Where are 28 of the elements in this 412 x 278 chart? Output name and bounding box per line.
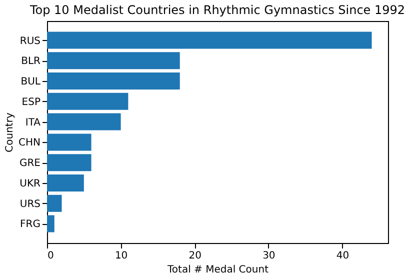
y-tick-label: ITA xyxy=(25,117,41,128)
bar xyxy=(47,32,372,49)
y-tick-label: ESP xyxy=(22,96,40,108)
y-tick-label: BLR xyxy=(21,56,41,68)
y-tick-label: RUS xyxy=(20,36,40,47)
y-axis-title: Country xyxy=(4,112,16,152)
y-tick-label: UKR xyxy=(20,178,41,190)
x-tick-label: 40 xyxy=(336,250,350,262)
bar xyxy=(47,194,62,212)
x-axis-title: Total # Medal Count xyxy=(166,264,269,276)
bar xyxy=(47,72,180,90)
bar xyxy=(47,113,121,130)
y-tick-label: FRG xyxy=(20,219,40,230)
y-tick-label: BUL xyxy=(20,76,41,88)
y-tick-label: GRE xyxy=(19,158,40,170)
bar xyxy=(47,215,54,232)
bar xyxy=(47,174,84,192)
bar xyxy=(47,134,92,151)
bar xyxy=(47,154,92,172)
y-tick-label: URS xyxy=(20,198,40,210)
bar xyxy=(47,92,128,110)
x-tick-label: 10 xyxy=(114,250,128,262)
chart-title: Top 10 Medalist Countries in Rhythmic Gymnastics Since 1992 xyxy=(28,3,406,17)
x-tick-label: 30 xyxy=(262,250,276,262)
x-tick-label: 20 xyxy=(188,250,202,262)
x-tick-label: 0 xyxy=(48,250,54,262)
bar xyxy=(47,52,180,70)
y-tick-label: CHN xyxy=(18,138,40,149)
